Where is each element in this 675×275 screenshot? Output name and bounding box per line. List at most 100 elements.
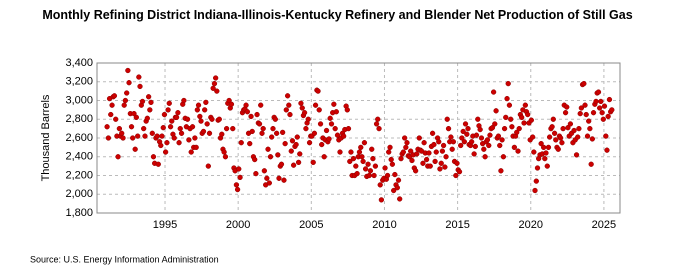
point [326,136,332,142]
point [130,135,136,141]
point [216,116,222,122]
point [145,94,152,100]
point [124,90,130,96]
point [477,126,483,133]
point [192,135,198,141]
point [487,132,493,138]
point [297,151,303,157]
point [420,160,426,166]
point [160,125,166,131]
point [581,80,587,87]
point [360,158,366,165]
point [214,88,220,94]
point [212,75,219,81]
point [551,130,558,136]
point [347,158,353,165]
point [431,141,437,148]
point [461,139,467,145]
point [582,102,588,108]
point [265,146,271,152]
point [590,110,597,116]
point [323,127,330,134]
point [358,144,364,151]
point [421,140,427,146]
point [305,116,311,122]
point [375,116,381,122]
point [589,136,596,142]
point [531,149,537,155]
point [534,165,541,171]
point [459,135,465,141]
point [204,121,210,127]
point [575,134,581,140]
point [444,116,450,122]
point [377,182,383,188]
point [538,140,544,147]
point [584,133,591,139]
point [562,110,569,116]
point [167,124,174,130]
point [259,130,265,136]
point [206,130,213,136]
point [281,177,287,183]
point [371,172,377,179]
point [372,163,379,169]
point [395,177,402,183]
point [260,125,266,132]
point [237,174,243,181]
point [327,115,333,121]
point [492,121,498,127]
point [436,139,442,145]
point [546,134,553,140]
chart-title: Monthly Refining District Indiana-Illino… [42,8,633,22]
point [387,144,393,151]
point [609,107,615,113]
point [161,111,168,118]
point [253,170,259,177]
point [269,134,275,140]
point [553,137,559,143]
point [273,130,280,136]
point [287,111,293,118]
point [394,185,400,191]
point [412,168,419,174]
point [525,111,531,118]
point [125,67,131,74]
point [341,133,347,139]
point [233,182,240,188]
x-tick-label: 2000 [226,219,250,231]
point [169,118,175,124]
point [516,125,522,132]
point [489,125,496,131]
point [219,131,225,137]
point [350,155,357,162]
point [278,161,285,167]
point [222,154,229,160]
point [104,124,110,130]
points [104,67,615,203]
point [197,113,203,120]
point [171,135,177,141]
point [221,149,227,155]
point [345,125,352,132]
point [593,98,599,105]
point [440,142,447,149]
point [173,114,180,121]
point [119,130,125,136]
point [284,93,291,99]
point [181,97,187,104]
point [389,161,396,167]
point [469,139,475,145]
point [433,149,439,155]
point [478,135,485,141]
point [226,97,232,104]
point [331,101,337,107]
point [279,129,286,136]
point [282,140,288,147]
point [382,165,388,171]
y-tick-label: 2,400 [65,151,93,163]
point [306,140,313,146]
point [549,124,555,130]
point [464,131,470,137]
